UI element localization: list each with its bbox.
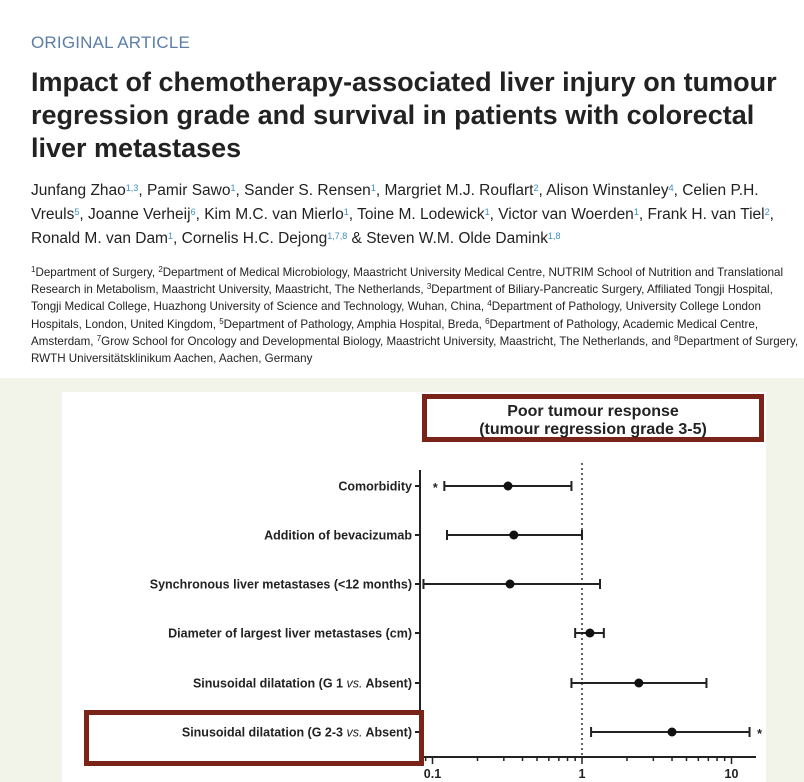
author-name: Victor van Woerden xyxy=(498,206,634,223)
point-estimate xyxy=(634,678,644,688)
chart-title-line2: (tumour regression grade 3-5) xyxy=(479,421,707,438)
author-name: Frank H. van Tiel xyxy=(647,206,765,223)
x-tick-label: 0.1 xyxy=(424,767,441,781)
author-name: Junfang Zhao xyxy=(31,182,126,199)
x-tick-label: 1 xyxy=(579,767,586,781)
affiliation-number: 2 xyxy=(158,265,163,274)
author-name: Pamir Sawo xyxy=(146,182,231,199)
author-affiliation-ref[interactable]: 1 xyxy=(167,231,173,241)
row-label-text: Diameter of largest liver metastases (cm… xyxy=(168,627,412,641)
row-label-text: Sinusoidal dilatation (G 2-3 xyxy=(182,726,347,740)
significance-marker: * xyxy=(757,727,762,741)
forest-plot-panel xyxy=(62,392,766,782)
affiliation-number: 7 xyxy=(96,333,102,343)
author-affiliation-ref[interactable]: 1 xyxy=(230,183,236,193)
affiliations: 1Department of Surgery, 2Department of M… xyxy=(31,264,801,367)
row-label: Sinusoidal dilatation (G 1 vs. Absent) xyxy=(193,677,412,691)
point-estimate xyxy=(585,628,595,638)
affiliation-number: 4 xyxy=(487,299,492,309)
affiliation-text: Department of Biliary-Pancreatic Surgery… xyxy=(31,283,773,314)
affiliation-text: Department of Pathology, Academic Medica… xyxy=(31,317,759,348)
affiliation-text: Department of Pathology, Amphia Hospital… xyxy=(223,317,486,331)
point-estimate xyxy=(505,579,515,589)
affiliation-number: 5 xyxy=(219,316,224,326)
author-name: Sander S. Rensen xyxy=(244,182,371,199)
author-name: Celien P.H. Vreuls xyxy=(31,182,759,223)
author-name: Kim M.C. van Mierlo xyxy=(204,206,344,223)
affiliation-number: 3 xyxy=(426,282,432,292)
affiliation-text: Department of Pathology, University Coll… xyxy=(31,300,761,331)
affiliation-text: Grow School for Oncology and Development… xyxy=(101,334,675,348)
significance-marker: * xyxy=(433,481,438,495)
author-affiliation-ref[interactable]: 1,3 xyxy=(125,183,139,193)
author-list: Junfang Zhao1,3, Pamir Sawo1, Sander S. … xyxy=(31,182,774,247)
row-label-end: Absent) xyxy=(362,677,412,691)
author-affiliation-ref[interactable]: 1,7,8 xyxy=(327,231,348,241)
row-label-text: Sinusoidal dilatation (G 1 xyxy=(193,677,347,691)
row-label-italic: vs. xyxy=(346,726,362,740)
point-estimate xyxy=(667,727,677,737)
row-label-text: Synchronous liver metastases (<12 months… xyxy=(150,578,412,592)
x-tick-label: 10 xyxy=(725,767,739,781)
affiliation-number: 6 xyxy=(485,316,490,326)
article-title: Impact of chemotherapy-associated liver … xyxy=(31,67,777,163)
author-affiliation-ref[interactable]: 1,8 xyxy=(547,231,561,241)
point-estimate xyxy=(509,530,519,540)
row-label-italic: vs. xyxy=(346,677,362,691)
row-label: Addition of bevacizumab xyxy=(264,529,412,543)
article-type: ORIGINAL ARTICLE xyxy=(31,33,191,52)
author-name: Ronald M. van Dam xyxy=(31,230,168,247)
author-affiliation-ref[interactable]: 5 xyxy=(74,207,80,217)
row-label: Comorbidity xyxy=(338,480,412,494)
chart-title-box: Poor tumour response (tumour regression … xyxy=(422,394,764,442)
author-affiliation-ref[interactable]: 1 xyxy=(633,207,639,217)
row-label: Synchronous liver metastases (<12 months… xyxy=(150,578,412,592)
author-name: Toine M. Lodewick xyxy=(357,206,485,223)
affiliation-text: Department of Medical Microbiology, Maas… xyxy=(31,266,784,297)
highlight-box-sinusoidal-g23 xyxy=(84,710,424,766)
author-name: Cornelis H.C. Dejong xyxy=(181,230,328,247)
row-label-text: Addition of bevacizumab xyxy=(264,529,412,543)
row-label: Sinusoidal dilatation (G 2-3 vs. Absent) xyxy=(182,726,412,740)
affiliation-text: Department of Surgery, xyxy=(35,266,159,279)
author-name: Joanne Verheij xyxy=(88,206,191,223)
author-affiliation-ref[interactable]: 2 xyxy=(533,183,539,193)
affiliation-text: Department of Surgery, RWTH Universitäts… xyxy=(31,334,799,366)
point-estimate xyxy=(503,481,513,491)
author-affiliation-ref[interactable]: 1 xyxy=(343,207,349,217)
row-label-end: Absent) xyxy=(362,726,412,740)
row-label-text: Comorbidity xyxy=(338,480,412,494)
author-name: Margriet M.J. Rouflart xyxy=(384,182,534,199)
affiliation-number: 8 xyxy=(674,333,679,343)
author-name: Alison Winstanley xyxy=(546,182,669,199)
author-name: Steven W.M. Olde Damink xyxy=(366,230,548,247)
author-affiliation-ref[interactable]: 1 xyxy=(484,207,490,217)
author-affiliation-ref[interactable]: 6 xyxy=(190,207,196,217)
affiliation-number: 1 xyxy=(31,265,36,274)
chart-title-line1: Poor tumour response xyxy=(507,403,679,420)
row-label: Diameter of largest liver metastases (cm… xyxy=(168,627,412,641)
article-header: ORIGINAL ARTICLE Impact of chemotherapy-… xyxy=(0,0,804,378)
author-affiliation-ref[interactable]: 1 xyxy=(370,183,376,193)
author-affiliation-ref[interactable]: 2 xyxy=(764,207,770,217)
author-affiliation-ref[interactable]: 4 xyxy=(668,183,674,193)
